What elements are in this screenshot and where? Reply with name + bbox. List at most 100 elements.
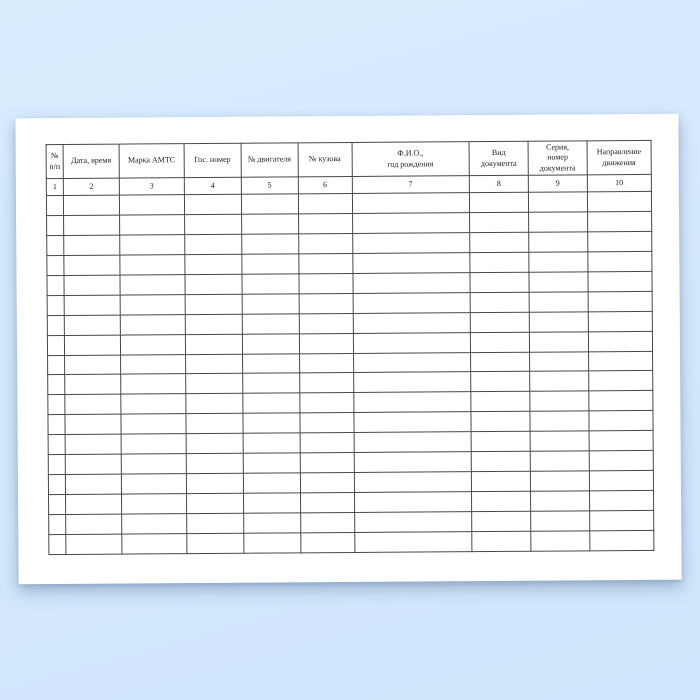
table-cell — [121, 473, 187, 495]
table-cell — [589, 530, 654, 551]
table-cell — [185, 393, 243, 414]
table-cell — [469, 212, 529, 233]
table-cell — [354, 511, 472, 533]
table-cell — [119, 254, 185, 275]
table-cell — [243, 492, 301, 514]
table-cell — [48, 454, 66, 475]
table-cell — [241, 293, 299, 314]
table-cell — [588, 350, 653, 372]
table-cell — [64, 374, 121, 395]
table-cell — [588, 410, 654, 432]
col-number: 3 — [119, 177, 185, 196]
table-cell — [65, 494, 122, 515]
table-cell — [47, 414, 66, 435]
table-cell — [65, 514, 122, 535]
table-cell — [587, 271, 653, 292]
table-cell — [63, 274, 121, 296]
table-cell — [588, 470, 654, 491]
table-cell — [185, 433, 243, 454]
table-cell — [65, 474, 122, 495]
table-cell — [243, 512, 301, 534]
table-cell — [120, 354, 186, 375]
table-cell — [63, 215, 120, 236]
table-cell — [185, 413, 243, 434]
col-header-nomer-dvigatelya: № двигателя — [240, 142, 298, 178]
table-cell — [529, 351, 589, 372]
table-cell — [353, 411, 471, 433]
table-cell — [298, 253, 353, 274]
table-cell — [529, 311, 589, 332]
table-cell — [242, 393, 300, 414]
table-cell — [46, 215, 64, 236]
table-cell — [352, 232, 470, 254]
table-cell — [47, 335, 65, 356]
table-cell — [47, 295, 65, 316]
table-cell — [354, 491, 472, 513]
table-cell — [470, 431, 531, 452]
table-cell — [46, 195, 64, 216]
table-cell — [241, 273, 299, 295]
table-cell — [588, 390, 653, 412]
table-cell — [184, 214, 242, 235]
table-cell — [298, 273, 353, 294]
table-cell — [528, 231, 588, 253]
table-cell — [353, 431, 472, 453]
table-cell — [529, 331, 589, 352]
table-cell — [469, 192, 529, 213]
table-cell — [48, 534, 66, 555]
table-cell — [299, 432, 354, 453]
table-cell — [64, 334, 121, 356]
table-cell — [186, 533, 244, 554]
table-cell — [242, 353, 300, 374]
table-cell — [185, 353, 243, 375]
table-cell — [588, 370, 653, 392]
table-cell — [529, 291, 588, 312]
table-cell — [64, 394, 121, 415]
table-cell — [299, 353, 354, 374]
table-cell — [298, 193, 353, 214]
table-cell — [186, 493, 244, 514]
table-cell — [531, 530, 590, 552]
table-cell — [186, 453, 244, 474]
table-cell — [530, 510, 590, 532]
table-cell — [353, 392, 471, 413]
table-cell — [530, 411, 589, 432]
table-cell — [530, 470, 590, 492]
table-cell — [588, 331, 653, 352]
table-cell — [471, 451, 531, 472]
table-cell — [48, 494, 66, 515]
table-cell — [529, 251, 588, 273]
col-number: 6 — [297, 176, 352, 195]
table-cell — [64, 294, 121, 316]
table-cell — [470, 331, 530, 353]
table-cell — [353, 372, 471, 393]
table-cell — [299, 392, 354, 414]
table-cell — [471, 471, 531, 492]
table-cell — [351, 192, 470, 214]
col-number: 5 — [241, 177, 299, 195]
table-cell — [184, 274, 242, 295]
col-number: 1 — [46, 178, 64, 196]
table-cell — [121, 533, 187, 555]
table-cell — [300, 532, 355, 553]
table-cell — [241, 233, 299, 255]
col-number: 8 — [469, 175, 529, 193]
table-cell — [47, 394, 65, 415]
table-cell — [352, 252, 470, 274]
table-cell — [120, 374, 186, 395]
col-header-gos-nomer: Гос. номер — [183, 143, 242, 178]
table-cell — [299, 452, 354, 473]
table-cell — [587, 211, 652, 232]
table-cell — [298, 233, 353, 254]
table-cell — [241, 253, 299, 275]
table-cell — [470, 391, 531, 412]
table-cell — [119, 214, 185, 236]
table-cell — [241, 313, 300, 334]
col-number: 2 — [63, 178, 120, 196]
table-cell — [587, 251, 652, 272]
table-cell — [587, 311, 653, 332]
table-cell — [120, 334, 186, 355]
table-cell — [298, 293, 353, 314]
table-row — [48, 530, 654, 555]
